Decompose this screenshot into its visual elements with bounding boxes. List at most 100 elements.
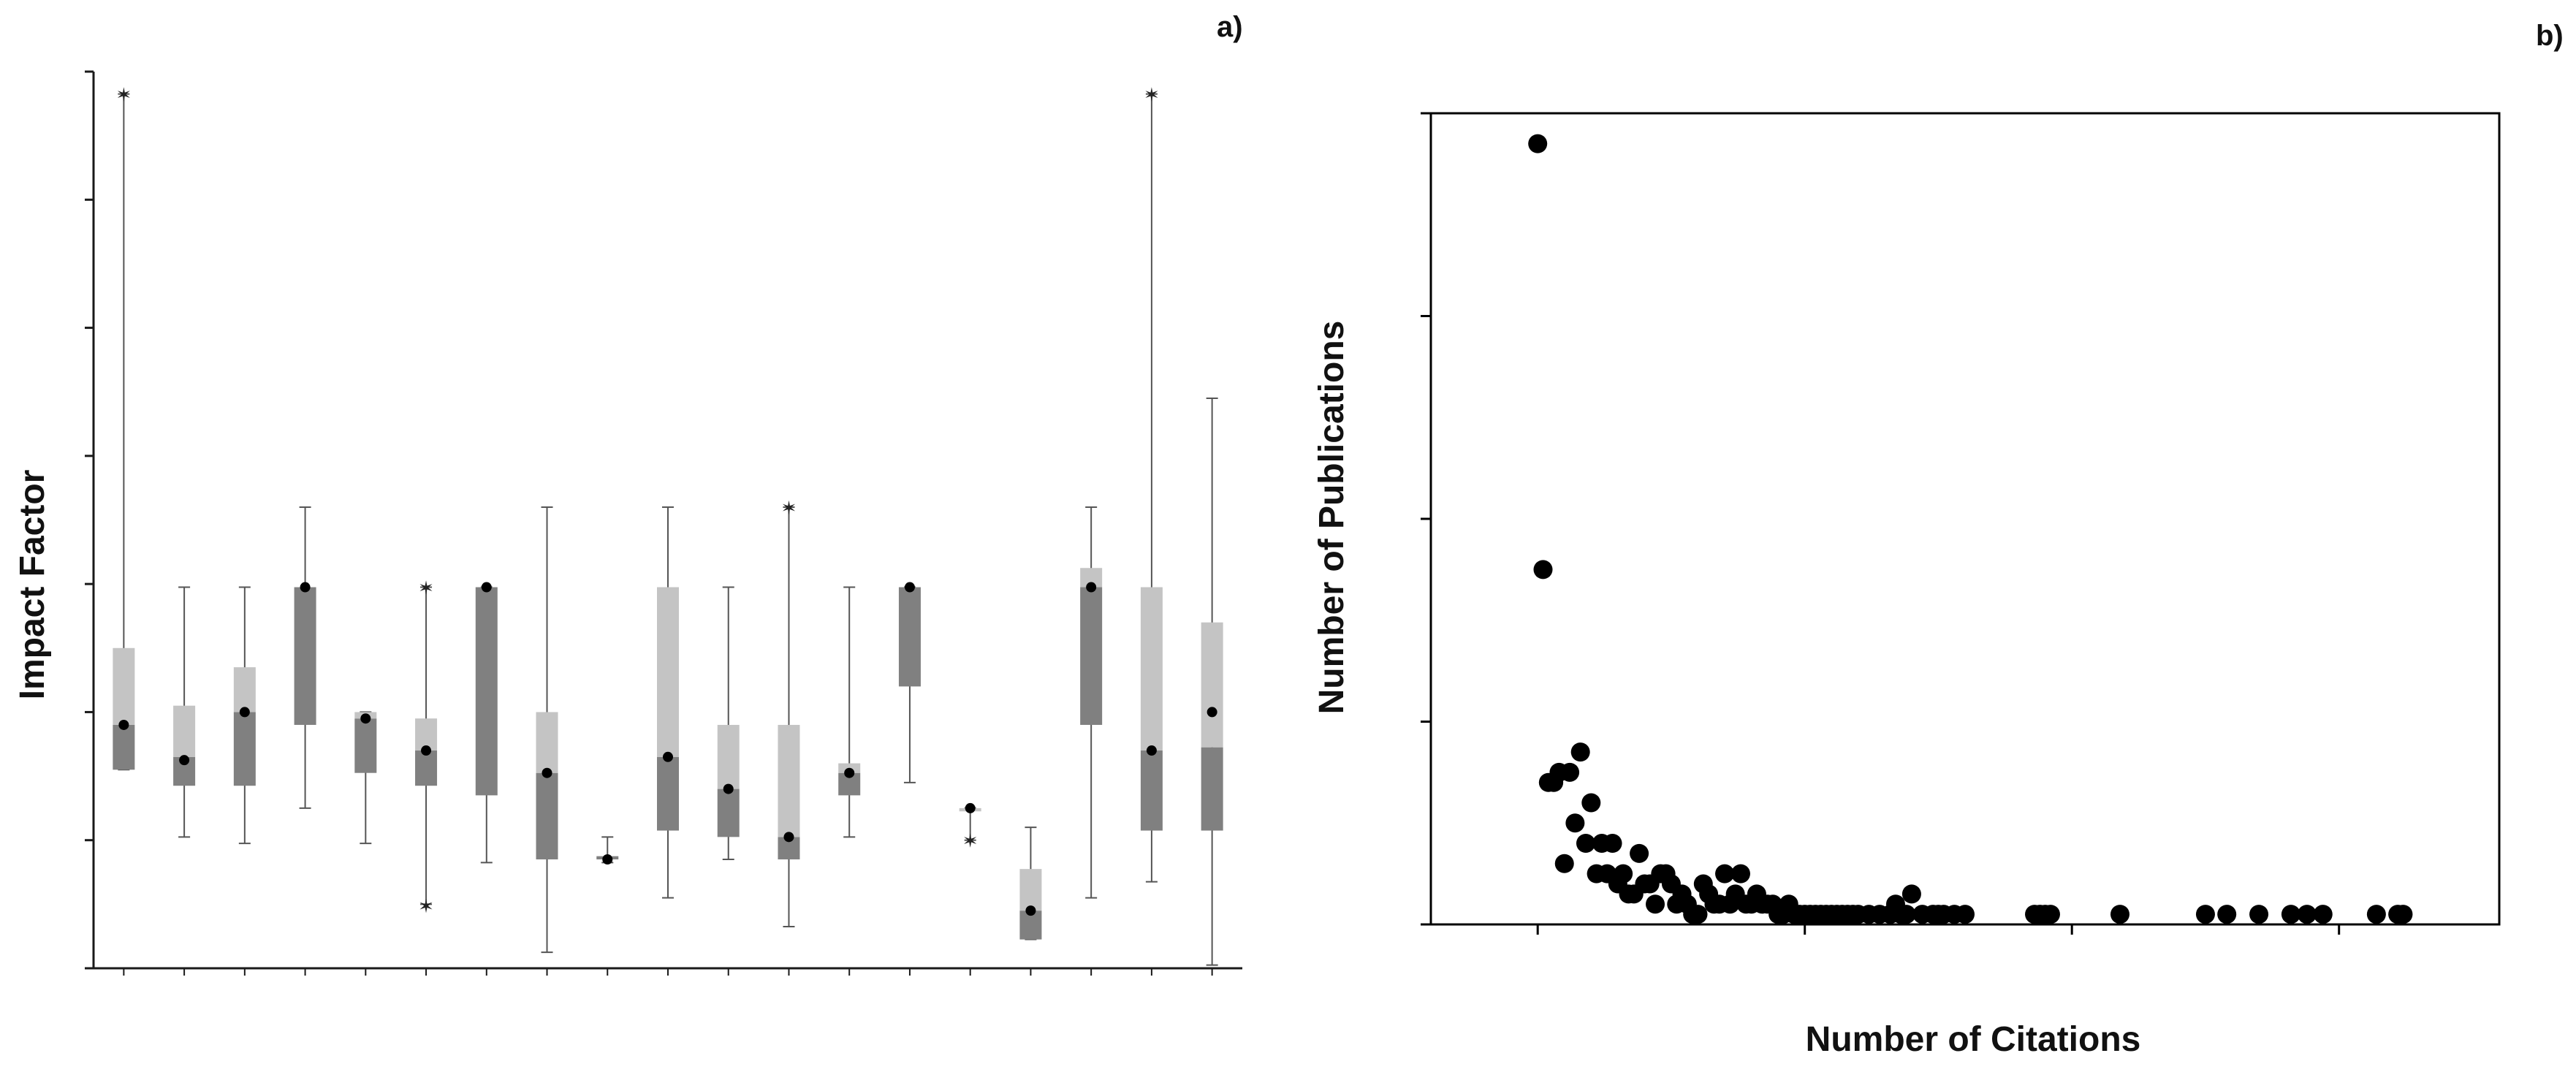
mean-dot <box>118 719 129 730</box>
box-poland: ✶ <box>959 802 981 852</box>
outlier-marker: ✶ <box>115 84 132 106</box>
box-germany: ✶ <box>113 84 135 771</box>
box-upper-quartile <box>1140 587 1163 751</box>
data-point <box>1570 742 1590 762</box>
mean-dot <box>360 713 371 724</box>
box-lower-quartile <box>415 750 438 786</box>
data-point <box>2393 905 2413 924</box>
box-upper-quartile <box>778 724 800 837</box>
data-point <box>2040 905 2060 924</box>
mean-dot <box>421 745 432 756</box>
box-upper-quartile <box>233 667 256 712</box>
outlier-marker: ✶ <box>418 577 434 599</box>
data-point <box>2297 905 2317 924</box>
box-upper-quartile <box>717 724 740 789</box>
box-lower-quartile <box>657 756 679 831</box>
box-plot-axes <box>85 70 1242 976</box>
box-argentina <box>173 586 196 838</box>
box-belgium <box>354 711 377 845</box>
mean-dot <box>1146 745 1157 756</box>
box-korea <box>596 836 619 865</box>
data-point <box>1715 864 1735 884</box>
mean-dot <box>783 832 794 843</box>
panel-a-label: a) <box>1217 11 1243 43</box>
mean-dot <box>965 802 976 813</box>
scatter-plot-ticks <box>1421 112 2341 935</box>
data-point <box>2249 905 2269 924</box>
box-switzerland <box>1080 506 1103 899</box>
box-japan: ✶ <box>778 497 800 928</box>
mean-dot <box>602 854 613 865</box>
box-lower-quartile <box>354 718 377 773</box>
mean-dot <box>300 582 311 593</box>
data-point <box>1554 854 1574 873</box>
mean-dot <box>844 767 855 778</box>
box-usa <box>1201 397 1223 966</box>
data-point <box>2217 905 2237 924</box>
box-upper-quartile <box>657 587 679 757</box>
data-point <box>2281 905 2300 924</box>
data-point <box>1730 864 1750 884</box>
data-point <box>2313 905 2333 924</box>
box-spain <box>657 506 679 899</box>
data-point <box>1576 834 1595 853</box>
outlier-marker: ✶ <box>1144 84 1160 106</box>
data-point <box>1646 894 1665 914</box>
box-new-zealand <box>898 582 921 783</box>
box-plot-panel: a) Impact Factor ✶✶✶✶✶✶ <box>13 11 1243 976</box>
box-canada <box>475 582 498 864</box>
data-point <box>1565 813 1585 833</box>
box-upper-quartile <box>1201 622 1223 748</box>
box-austria <box>294 506 316 809</box>
box-lower-quartile <box>1140 750 1163 831</box>
box-plot-boxes: ✶✶✶✶✶✶ <box>113 84 1223 966</box>
mean-dot <box>1086 582 1097 593</box>
data-point <box>1901 884 1921 904</box>
outlier-marker: ✶ <box>962 830 979 852</box>
data-point <box>1603 834 1622 853</box>
box-lower-quartile <box>898 587 921 687</box>
mean-dot <box>542 767 552 778</box>
box-upper-quartile <box>1019 869 1042 911</box>
box-upper-quartile <box>415 718 438 751</box>
mean-dot <box>239 707 250 718</box>
outlier-marker: ✶ <box>781 497 797 519</box>
scatter-plot-panel: b) Number of Citations Number of Publica… <box>1312 20 2564 1059</box>
panel-b-label: b) <box>2536 20 2564 52</box>
y-axis-label-impact-factor: Impact Factor <box>13 470 52 700</box>
box-lower-quartile <box>113 724 135 770</box>
box-russia <box>1019 826 1042 940</box>
mean-dot <box>481 582 492 593</box>
data-point <box>1956 905 1975 924</box>
box-mexico <box>838 586 861 838</box>
box-upper-quartile <box>536 712 558 773</box>
y-axis-label-publications: Number of Publications <box>1312 321 1351 715</box>
box-france <box>717 586 740 861</box>
box-china <box>536 506 558 954</box>
box-lower-quartile <box>1080 587 1103 725</box>
data-point <box>1688 905 1708 924</box>
box-lower-quartile <box>1201 747 1223 831</box>
box-lower-quartile <box>717 788 740 837</box>
box-australia <box>233 586 256 845</box>
data-point <box>2195 905 2215 924</box>
mean-dot <box>663 751 673 762</box>
data-point <box>1896 905 1916 924</box>
mean-dot <box>1025 905 1036 916</box>
mean-dot <box>904 582 915 593</box>
box-brazil: ✶✶ <box>415 577 438 917</box>
box-lower-quartile <box>536 772 558 860</box>
data-point <box>2366 905 2386 924</box>
box-lower-quartile <box>233 712 256 786</box>
data-point <box>2110 905 2129 924</box>
mean-dot <box>723 783 734 794</box>
data-point <box>1533 560 1553 580</box>
mean-dot <box>1207 707 1217 718</box>
box-lower-quartile <box>475 587 498 796</box>
mean-dot <box>179 755 190 766</box>
box-upper-quartile <box>173 705 196 757</box>
data-point <box>1560 762 1580 782</box>
data-point <box>1528 134 1548 153</box>
outlier-marker: ✶ <box>418 895 434 917</box>
